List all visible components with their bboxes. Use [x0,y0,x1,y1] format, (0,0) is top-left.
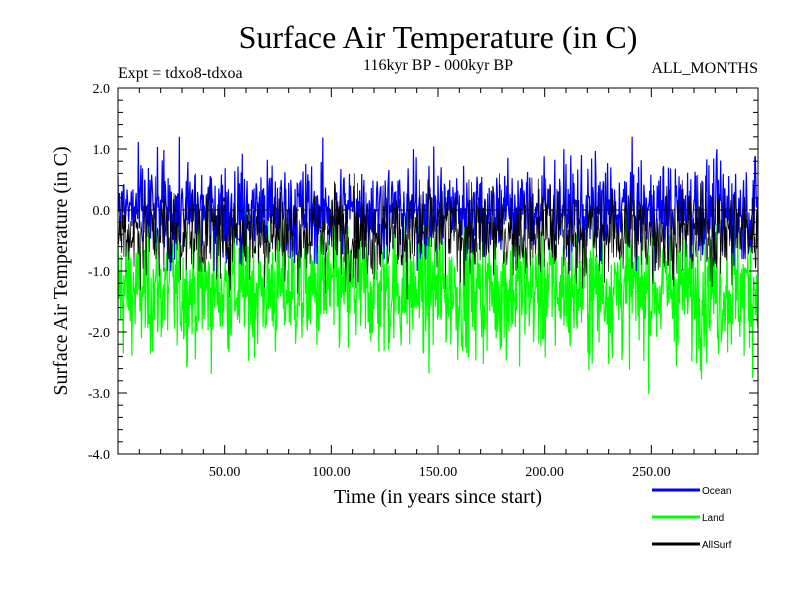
x-axis-label: Time (in years since start) [334,486,542,508]
months-label: ALL_MONTHS [651,60,758,77]
legend-label-allsurf: AllSurf [702,540,732,551]
x-tick-label: 100.00 [312,465,351,480]
y-tick-label: -1.0 [88,265,110,280]
y-tick-label: 0.0 [93,204,111,219]
axis-layer: 2.0 1.0 0.0 -1.0 -2.0 -3.0 -4.0 50.00 100.00 150.… [88,82,758,480]
chart-title: Surface Air Temperature (in C) [239,19,638,55]
y-tick-label: -3.0 [88,387,110,402]
legend: Ocean Land AllSurf [652,486,732,551]
y-tick-label: -4.0 [88,448,110,463]
series-line-land [117,198,759,394]
legend-label-ocean: Ocean [702,486,731,497]
y-tick-label: 2.0 [93,82,111,97]
legend-label-land: Land [702,513,724,524]
y-tick-label: 1.0 [93,143,111,158]
x-tick-label: 50.00 [209,465,241,480]
x-tick-label: 250.00 [632,465,671,480]
chart-subtitle: 116kyr BP - 000kyr BP [363,57,513,74]
x-tick-label: 200.00 [525,465,564,480]
series-line-allsurf [117,173,759,300]
y-tick-label: -2.0 [88,326,110,341]
x-tick-label: 150.00 [419,465,458,480]
y-axis-label: Surface Air Temperature (in C) [50,146,72,395]
experiment-label: Expt = tdxo8-tdxoa [118,65,243,82]
series-layer [117,136,759,394]
